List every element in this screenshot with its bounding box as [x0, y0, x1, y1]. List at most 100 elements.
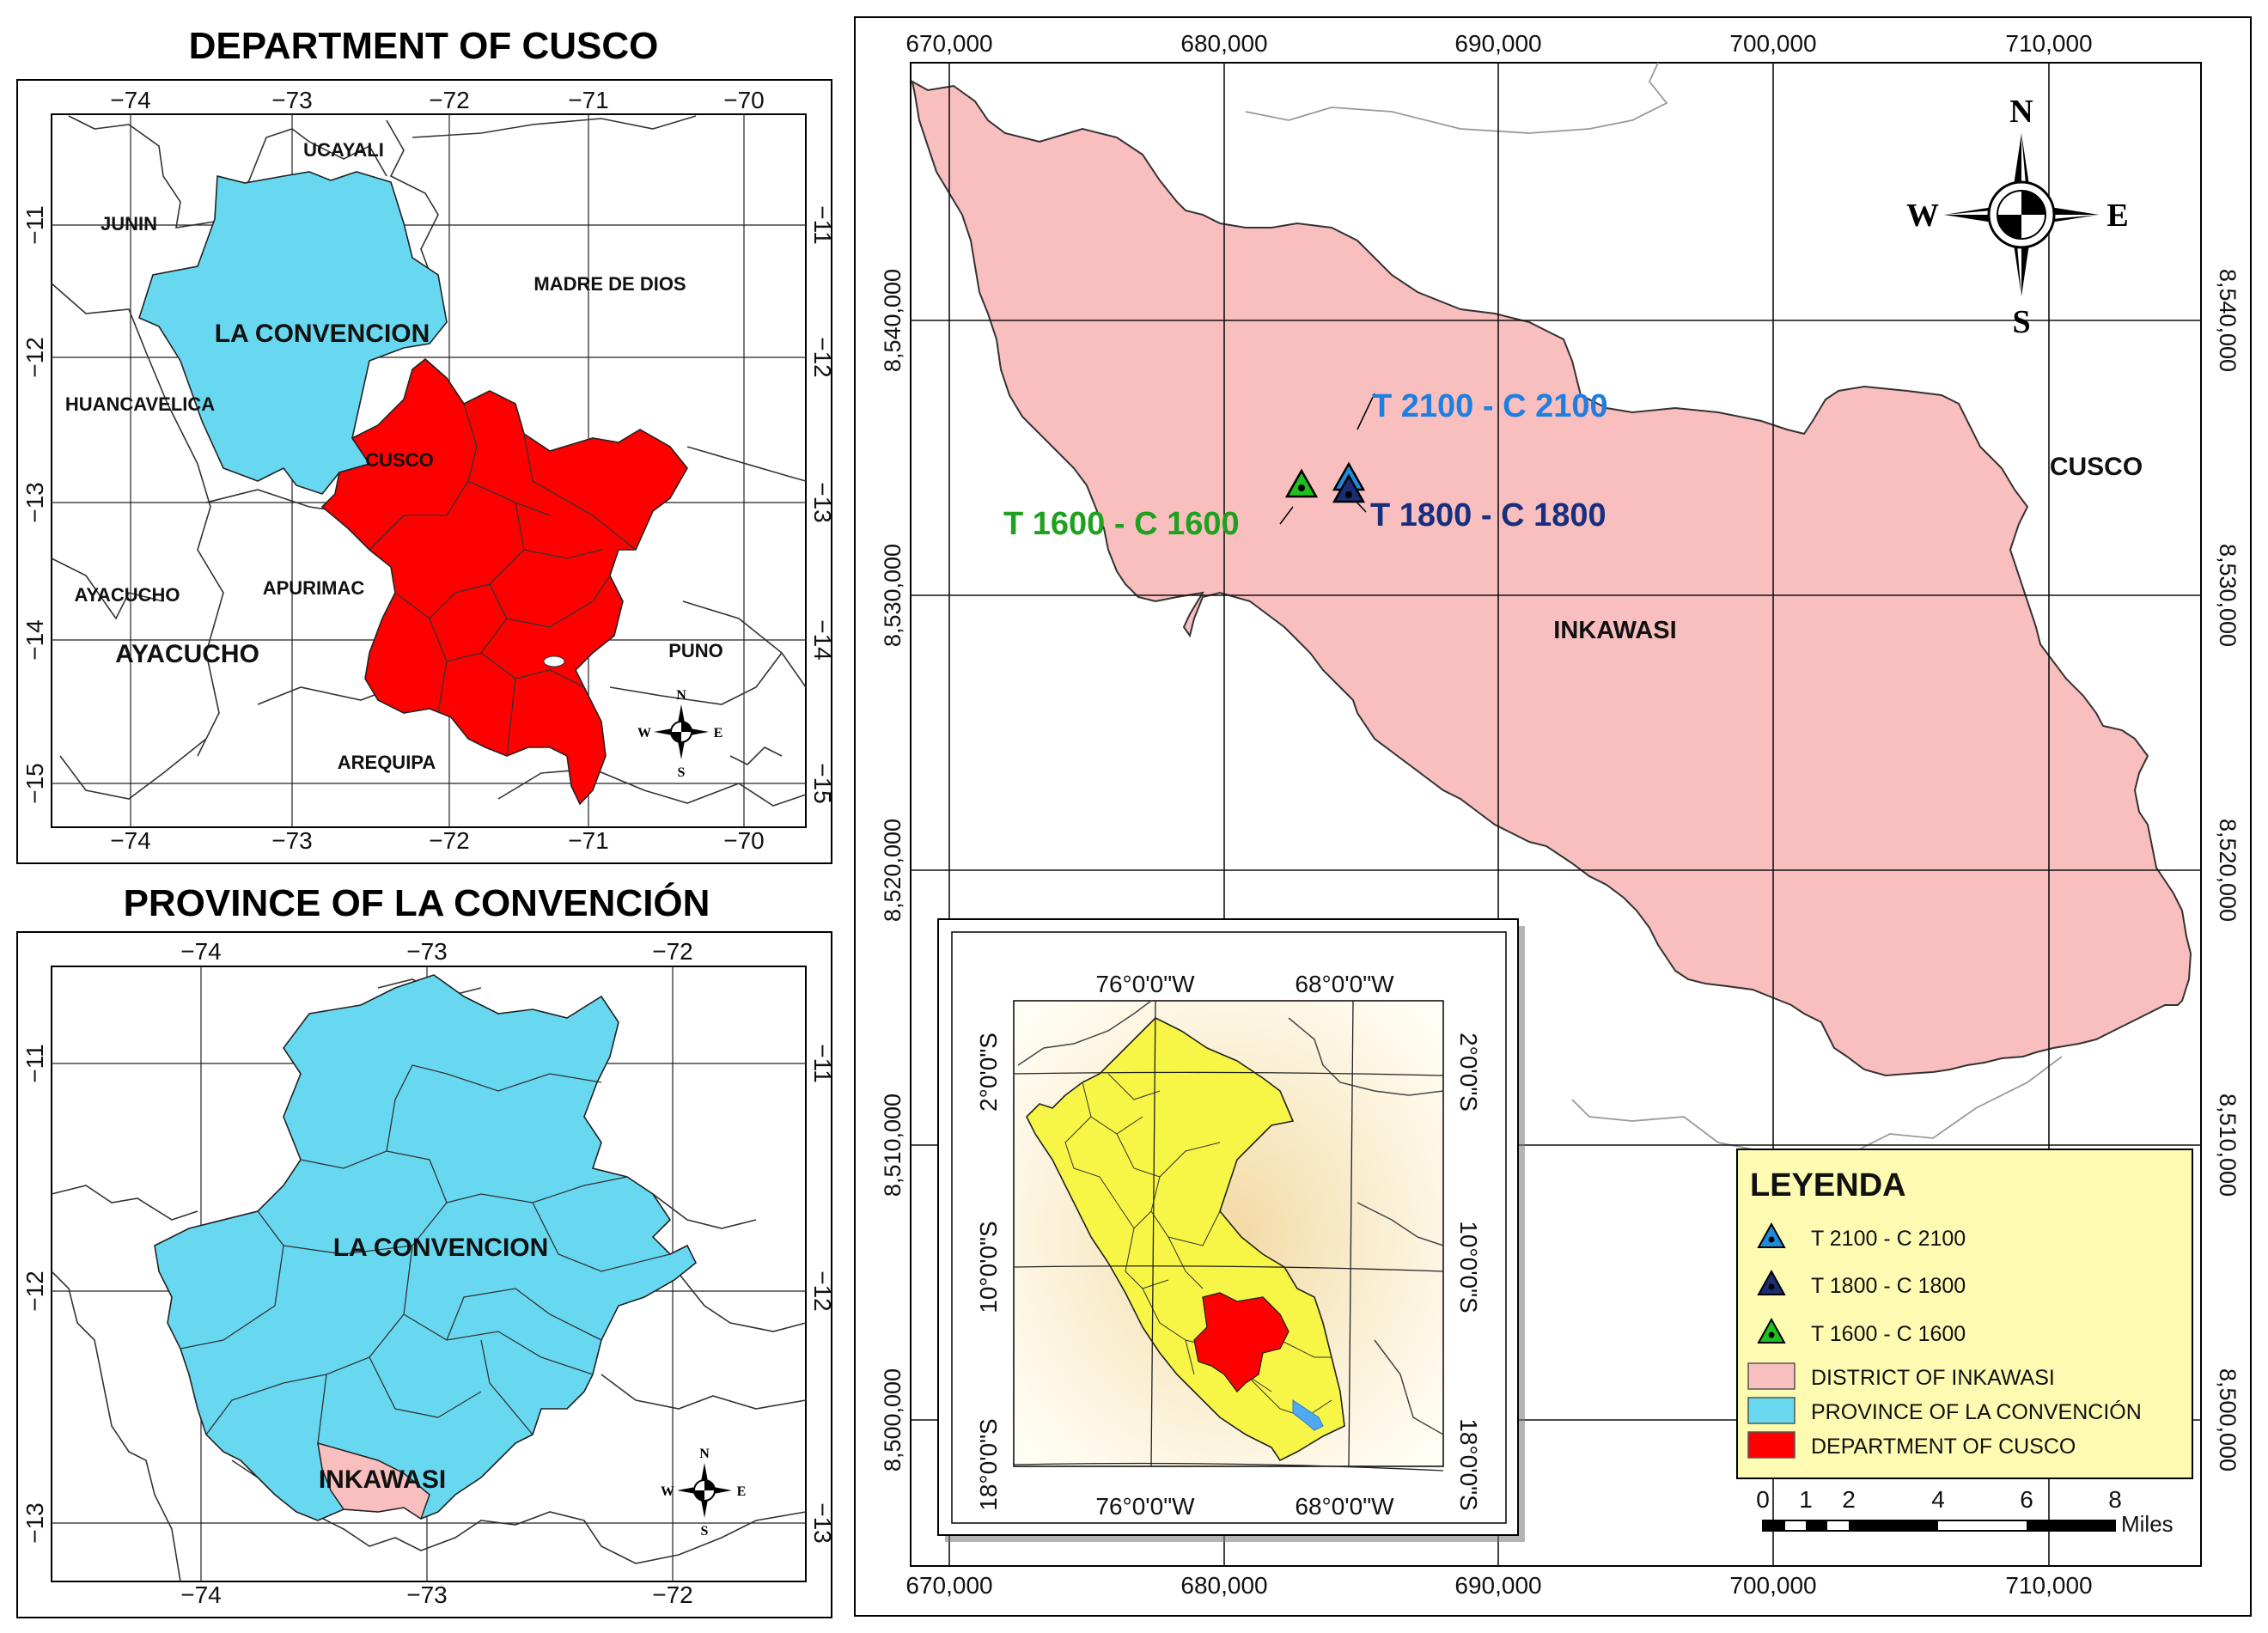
lake-icon [543, 655, 565, 667]
svg-text:T 1600 - C 1600: T 1600 - C 1600 [1811, 1322, 1966, 1346]
svg-text:−12: −12 [21, 1270, 48, 1312]
svg-text:W: W [1906, 198, 1939, 234]
site-t1600: T 1600 - C 1600 [1003, 468, 1319, 542]
scale-bar-unit: Miles [2121, 1511, 2174, 1537]
svg-text:8,500,000: 8,500,000 [2215, 1368, 2241, 1472]
svg-text:8,530,000: 8,530,000 [880, 544, 905, 647]
svg-text:−11: −11 [809, 205, 836, 244]
inset-lon-label-76-top: 76°0'0"W [1095, 971, 1195, 997]
svg-text:−72: −72 [429, 87, 470, 113]
svg-text:8: 8 [2108, 1486, 2122, 1513]
panel-convencion-lon-ticks-bottom: −74 −73 −72 [180, 1581, 693, 1608]
svg-text:−73: −73 [271, 827, 313, 854]
inset-lon-label-68-top: 68°0'0"W [1295, 971, 1394, 997]
label-ucayali: UCAYALI [303, 139, 384, 161]
main-map-easting-bottom: 670,000 680,000 690,000 700,000 710,000 [905, 1572, 2092, 1599]
legend-item-t1600: T 1600 - C 1600 [1757, 1317, 1966, 1346]
legend-t1800-icon [1757, 1269, 1786, 1295]
svg-text:E: E [714, 726, 723, 740]
legend-t2100-icon [1757, 1222, 1786, 1248]
compass-rose-icon: N S E W [661, 1447, 746, 1539]
svg-text:T 2100 - C 2100: T 2100 - C 2100 [1811, 1227, 1966, 1251]
site-label-t1800: T 1800 - C 1800 [1370, 497, 1606, 533]
svg-text:PROVINCE OF LA CONVENCIÓN: PROVINCE OF LA CONVENCIÓN [1811, 1399, 2142, 1424]
svg-text:18°0'0"S: 18°0'0"S [1455, 1418, 1482, 1510]
legend: LEYENDA T 2100 - C 2100 T 1800 - C 1800 … [1736, 1149, 2193, 1479]
svg-text:−70: −70 [723, 87, 765, 113]
svg-text:8,510,000: 8,510,000 [2215, 1094, 2241, 1197]
label-arequipa: AREQUIPA [338, 752, 436, 773]
compass-rose-icon: N S E W [637, 688, 722, 780]
svg-text:−72: −72 [652, 1581, 693, 1608]
svg-text:−11: −11 [21, 1044, 48, 1082]
svg-text:−74: −74 [180, 1581, 222, 1608]
panel-cusco-boundaries [51, 115, 807, 807]
label-ayacucho-small: AYACUCHO [74, 584, 180, 606]
svg-text:710,000: 710,000 [2005, 1572, 2092, 1599]
svg-text:DISTRICT OF INKAWASI: DISTRICT OF INKAWASI [1811, 1366, 2055, 1390]
svg-text:−12: −12 [809, 337, 836, 378]
panel-cusco-lat-ticks-left: −11 −12 −13 −14 −15 [21, 205, 48, 803]
svg-text:−71: −71 [568, 827, 609, 854]
svg-text:1: 1 [1799, 1486, 1813, 1513]
inset-country-borders [1017, 1000, 1444, 1435]
svg-text:−13: −13 [21, 482, 48, 523]
label-apurimac: APURIMAC [263, 577, 365, 599]
svg-text:−15: −15 [21, 763, 48, 804]
site-t1800: T 1800 - C 1800 [1332, 473, 1606, 533]
panel-cusco-lon-ticks-top: −74 −73 −72 −71 −70 [110, 87, 765, 113]
svg-text:2°0'0"S: 2°0'0"S [1455, 1033, 1482, 1112]
svg-text:S: S [701, 1524, 709, 1539]
svg-text:10°0'0"S: 10°0'0"S [1455, 1221, 1482, 1313]
legend-item-cusco: DEPARTMENT OF CUSCO [1747, 1431, 2076, 1459]
legend-cusco-swatch [1747, 1431, 1796, 1459]
svg-text:8,540,000: 8,540,000 [880, 269, 905, 372]
svg-text:−12: −12 [21, 337, 48, 378]
svg-text:S: S [678, 765, 686, 780]
panel-convencion-lat-ticks-right: −11 −12 −13 [809, 1044, 836, 1543]
svg-text:4: 4 [1931, 1486, 1945, 1513]
scale-bar: 0 1 2 4 6 8 Miles [1756, 1486, 2173, 1537]
convencion-district-borders [180, 1064, 671, 1444]
label-la-convencion-province: LA CONVENCION [333, 1234, 549, 1262]
svg-text:−13: −13 [809, 1502, 836, 1544]
svg-text:8,520,000: 8,520,000 [880, 819, 905, 922]
svg-text:−71: −71 [568, 87, 609, 113]
svg-text:−73: −73 [271, 87, 313, 113]
inkawasi-district-region [317, 1441, 430, 1520]
svg-text:8,540,000: 8,540,000 [2215, 269, 2241, 372]
la-convencion-province-region [154, 974, 698, 1521]
svg-text:−12: −12 [809, 1270, 836, 1312]
svg-text:−11: −11 [21, 205, 48, 244]
legend-t1600-icon [1757, 1317, 1786, 1344]
legend-box [1736, 1149, 2193, 1479]
svg-text:670,000: 670,000 [905, 30, 992, 57]
svg-text:690,000: 690,000 [1454, 30, 1541, 57]
svg-text:−70: −70 [723, 827, 765, 854]
svg-text:670,000: 670,000 [905, 1572, 992, 1599]
svg-text:E: E [2106, 198, 2128, 234]
svg-text:−13: −13 [809, 482, 836, 523]
inset-cusco-region [1193, 1292, 1289, 1392]
panel-convencion-lat-ticks-left: −11 −12 −13 [21, 1044, 48, 1543]
panel-convencion-title: PROVINCE OF LA CONVENCIÓN [124, 881, 710, 924]
svg-text:8,530,000: 8,530,000 [2215, 544, 2241, 647]
svg-text:−14: −14 [809, 619, 836, 661]
inset-lon-label-68-bottom: 68°0'0"W [1295, 1493, 1394, 1520]
main-map-easting-top: 670,000 680,000 690,000 700,000 710,000 [905, 30, 2092, 57]
legend-item-t2100: T 2100 - C 2100 [1757, 1222, 1966, 1251]
site-label-t1600: T 1600 - C 1600 [1003, 506, 1240, 542]
svg-text:−74: −74 [110, 827, 151, 854]
svg-text:−15: −15 [809, 763, 836, 804]
panel-cusco-lat-ticks-right: −11 −12 −13 −14 −15 [809, 205, 836, 803]
inset-graticule [1013, 1000, 1444, 1472]
inset-lon-label-76-bottom: 76°0'0"W [1095, 1493, 1195, 1520]
svg-text:8,520,000: 8,520,000 [2215, 819, 2241, 922]
legend-item-convencion: PROVINCE OF LA CONVENCIÓN [1747, 1397, 2142, 1424]
svg-text:700,000: 700,000 [1729, 30, 1816, 57]
svg-text:8,510,000: 8,510,000 [880, 1094, 905, 1197]
panel-cusco-lon-ticks-bottom: −74 −73 −72 −71 −70 [110, 827, 765, 854]
compass-rose-large-icon: N S E W [1906, 94, 2129, 340]
svg-text:N: N [699, 1447, 710, 1461]
